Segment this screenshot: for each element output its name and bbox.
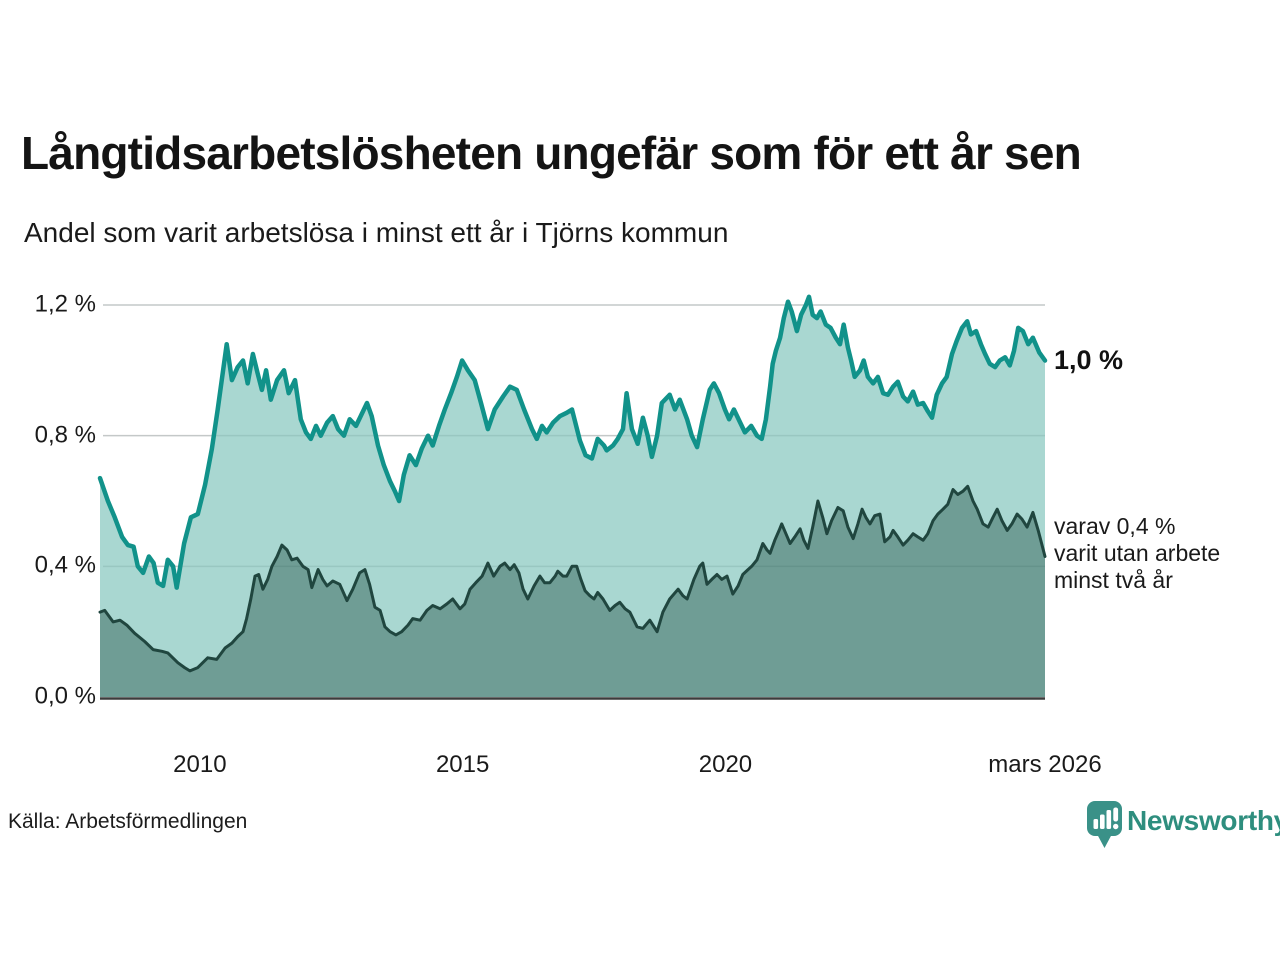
x-axis-tick-label: 2010 [173,751,227,778]
series2-end-annotation: varav 0,4 % varit utan arbete minst två … [1054,513,1220,594]
x-axis-tick-label: mars 2026 [988,751,1102,778]
annotation-line: varav 0,4 % [1054,513,1176,539]
x-axis-tick-label: 2020 [698,751,753,778]
newsworthy-wordmark: Newsworthy [1127,805,1280,836]
y-axis-tick-label: 0,4 % [34,551,96,579]
y-axis-tick-label: 0,8 % [34,421,96,449]
annotation-line: varit utan arbete [1054,540,1221,566]
source-credit: Källa: Arbetsförmedlingen [8,810,248,833]
annotation-line: minst två år [1054,567,1173,593]
x-axis-tick-label: 2015 [435,751,490,778]
y-axis-tick-label: 1,2 % [34,290,96,318]
newsworthy-brand: Newsworthy [1086,799,1280,851]
series1-end-value-label: 1,0 % [1054,345,1124,375]
y-axis-tick-label: 0,0 % [34,682,96,710]
page-title: Långtidsarbetslösheten ungefär som för e… [21,127,1082,179]
newsworthy-logo-icon [1087,801,1122,848]
chart-subtitle: Andel som varit arbetslösa i minst ett å… [24,217,729,248]
